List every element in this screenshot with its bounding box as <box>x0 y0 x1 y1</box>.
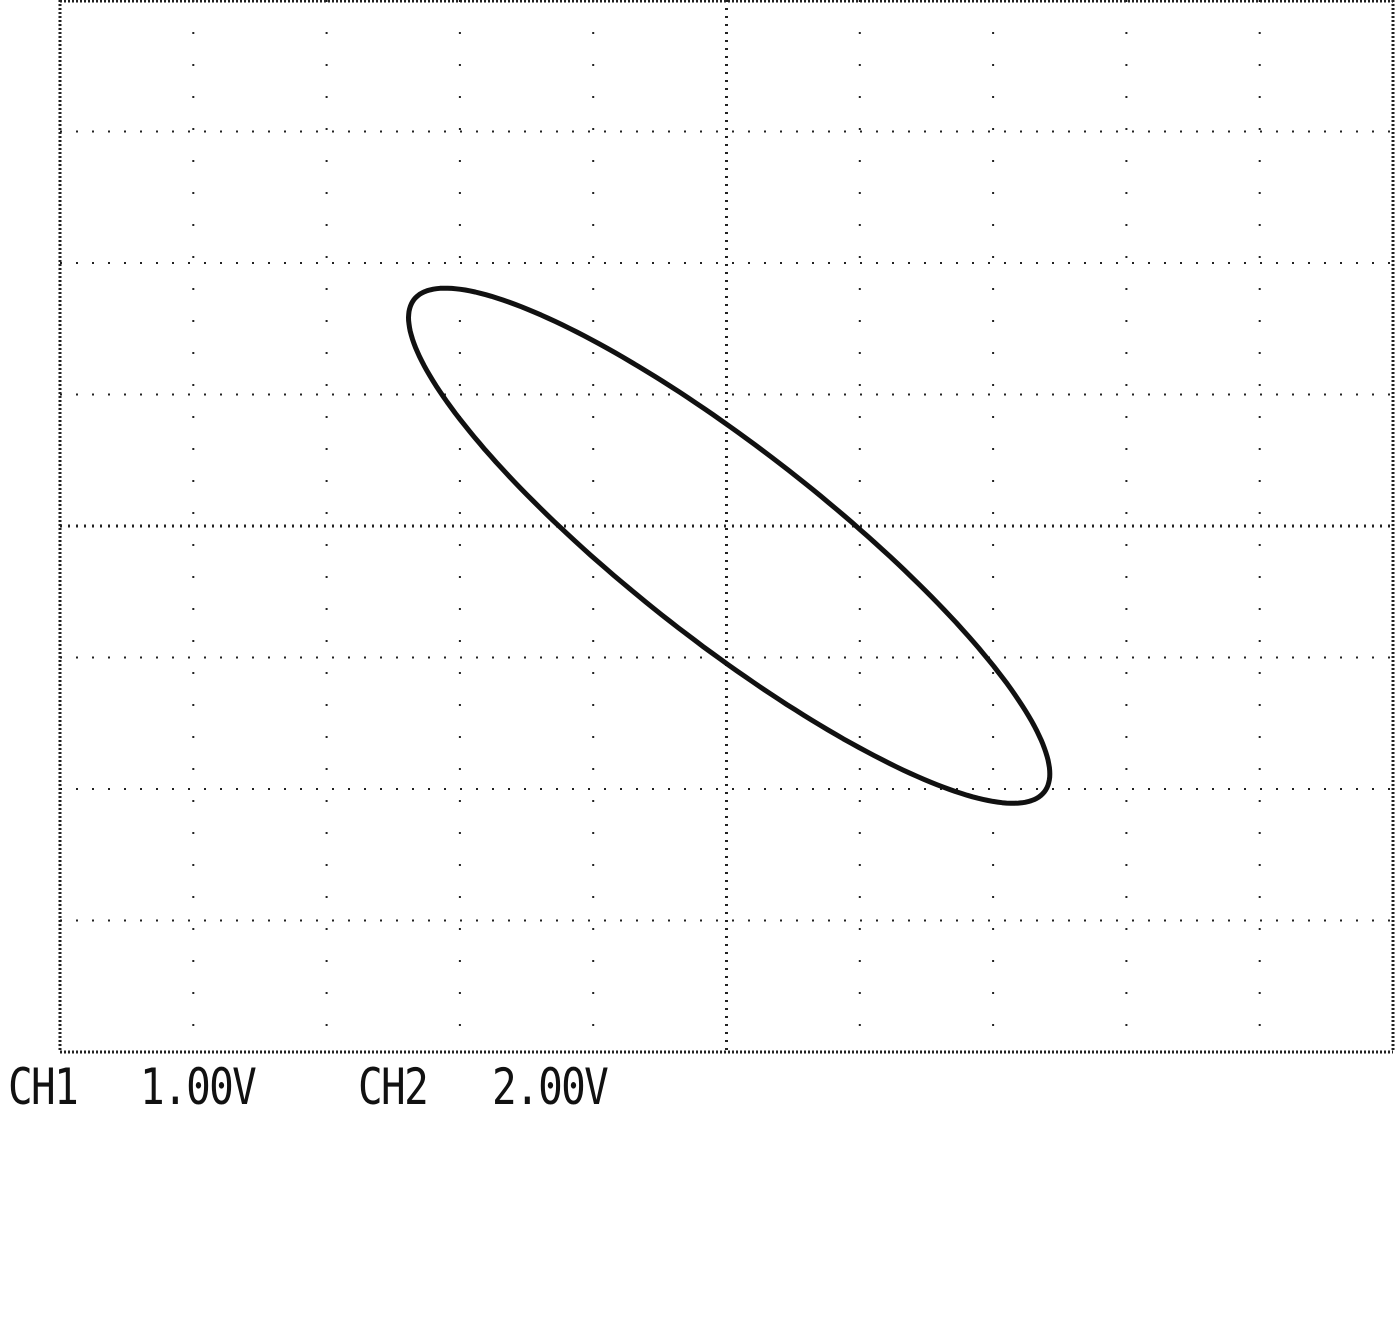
ch2-scale: 2.00V <box>492 1058 609 1116</box>
channel-status-bar: CH1 1.00V CH2 2.00V <box>0 1060 1395 1115</box>
graticule <box>58 0 1395 1054</box>
lissajous-trace <box>406 285 1053 806</box>
graticule-display <box>58 0 1395 1054</box>
ch1-label: CH1 <box>8 1058 79 1116</box>
ch1-scale: 1.00V <box>140 1058 257 1116</box>
ch2-label: CH2 <box>358 1058 429 1116</box>
oscilloscope-screen <box>58 0 1395 1054</box>
